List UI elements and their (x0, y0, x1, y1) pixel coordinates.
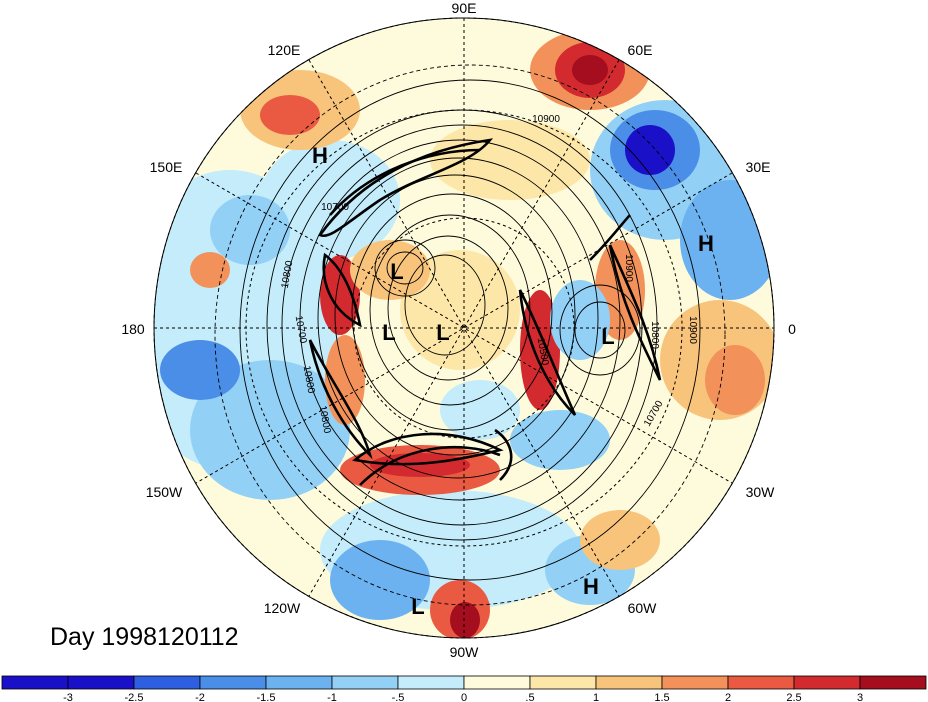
colorbar-tick-label: -2 (195, 692, 205, 702)
high-marker: H (698, 231, 714, 256)
lon-label-180: 180 (121, 321, 145, 337)
colorbar-swatch (859, 675, 927, 690)
lon-label-150w: 150W (146, 484, 183, 500)
lon-label-90w: 90W (450, 644, 480, 660)
contour-label: 10500 (535, 337, 551, 367)
low-marker: L (382, 320, 395, 345)
colorbar-swatch (133, 675, 201, 690)
contour-label: 10900 (623, 254, 634, 282)
colorbar-swatch (67, 675, 135, 690)
date-label: Day 1998120112 (50, 623, 239, 651)
high-marker: H (583, 574, 599, 599)
colorbar-tick-label: -1 (327, 692, 337, 702)
contour-label: 10800 (649, 321, 660, 349)
lon-label-150e: 150E (150, 159, 183, 175)
low-marker: L (601, 324, 614, 349)
colorbar-tick-label: 2.5 (786, 692, 801, 702)
colorbar-swatch (529, 675, 597, 690)
graticule (153, 17, 775, 639)
contour-label: 10900 (532, 114, 560, 125)
low-marker: L (390, 259, 403, 284)
colorbar-swatch (727, 675, 795, 690)
colorbar-swatch (661, 675, 729, 690)
colorbar-tick-label: 1.5 (654, 692, 669, 702)
colorbar-swatch (1, 675, 69, 690)
colorbar-swatch (331, 675, 399, 690)
height-contours (214, 64, 726, 606)
colorbar-tick-label: -.5 (392, 692, 405, 702)
lon-label-0: 0 (788, 321, 796, 337)
colorbar-swatch (793, 675, 861, 690)
colorbar: -3 -2.5 -2 -1.5 -1 -.5 0 .5 1 1.5 2 2.5 3 (1, 675, 927, 702)
lon-label-60e: 60E (628, 42, 653, 58)
colorbar-tick-label: -1.5 (257, 692, 276, 702)
colorbar-tick-label: 3 (857, 692, 863, 702)
colorbar-tick-label: -2.5 (125, 692, 144, 702)
lon-label-120e: 120E (268, 42, 301, 58)
lon-label-30w: 30W (746, 484, 776, 500)
low-marker: L (436, 320, 449, 345)
contour-label: 10800 (317, 405, 333, 435)
contour-label: 10700 (321, 202, 349, 213)
high-marker: H (312, 143, 328, 168)
contour-label: 10800 (301, 365, 317, 395)
lon-label-30e: 30E (746, 159, 771, 175)
jet-contours (308, 138, 662, 486)
colorbar-tick-label: .5 (525, 692, 534, 702)
colorbar-swatch (199, 675, 267, 690)
contour-label: 10900 (687, 316, 698, 344)
colorbar-tick-label: -3 (63, 692, 73, 702)
anomaly-field (154, 18, 774, 638)
colorbar-swatch (463, 675, 531, 690)
colorbar-swatch (397, 675, 465, 690)
lon-label-120w: 120W (264, 600, 301, 616)
colorbar-tick-label: 1 (593, 692, 599, 702)
lon-label-90e: 90E (452, 0, 477, 16)
colorbar-tick-label: 2 (725, 692, 731, 702)
contour-label: 10800 (280, 259, 296, 289)
colorbar-swatch (595, 675, 663, 690)
contour-label: 10700 (293, 315, 309, 345)
lon-label-60w: 60W (628, 600, 658, 616)
colorbar-tick-label: 0 (461, 692, 467, 702)
colorbar-swatch (265, 675, 333, 690)
low-marker: L (411, 594, 424, 619)
